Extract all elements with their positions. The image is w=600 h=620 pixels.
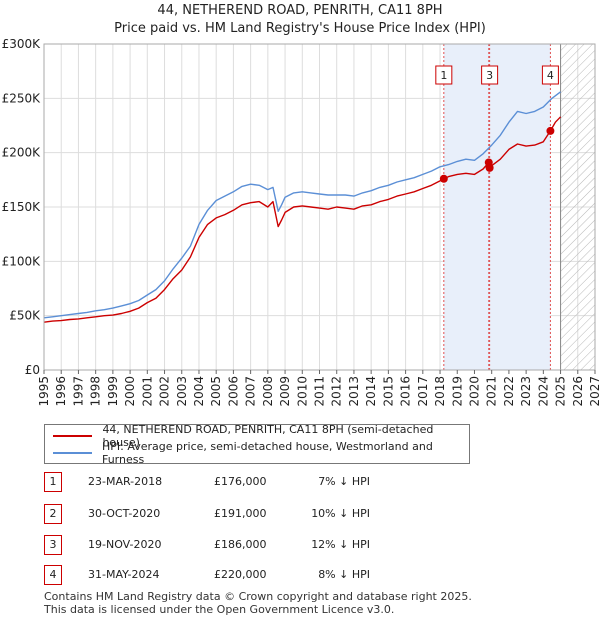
x-tick-label: 2002 [158,376,172,407]
x-tick-label: 2015 [381,376,395,407]
x-tick-label: 2021 [485,376,499,407]
x-tick-label: 2013 [347,376,361,407]
transaction-date: 30-OCT-2020 [88,507,161,520]
marker-label: 1 [440,69,447,82]
y-tick-label: £0 [25,363,40,377]
sale-period-shade [443,44,551,370]
sale-point [439,174,448,183]
x-tick-label: 2026 [571,376,585,407]
x-tick-label: 2001 [140,376,154,407]
x-tick-label: 2022 [502,376,516,407]
y-tick-label: £300K [2,37,42,51]
x-tick-label: 1995 [37,376,51,407]
transaction-date: 31-MAY-2024 [88,568,160,581]
x-tick-label: 2025 [554,376,568,407]
transaction-hpi-diff: 8% ↓ HPI [318,568,370,581]
x-tick-label: 1996 [54,376,68,407]
x-tick-label: 2007 [244,376,258,407]
y-tick-label: £250K [2,91,42,105]
transaction-date: 19-NOV-2020 [88,538,162,551]
transaction-hpi-diff: 10% ↓ HPI [311,507,370,520]
y-tick-label: £100K [2,254,42,268]
legend-item-property: 44, NETHEREND ROAD, PENRITH, CA11 8PH (s… [53,423,469,449]
transaction-price: £176,000 [214,475,267,488]
transaction-row: 3 19-NOV-2020 £186,000 12% ↓ HPI [44,535,464,555]
x-tick-label: 1997 [71,376,85,407]
transaction-hpi-diff: 12% ↓ HPI [311,538,370,551]
x-tick-label: 2016 [399,376,413,407]
x-tick-label: 2020 [467,376,481,407]
x-tick-label: 2005 [209,376,223,407]
x-tick-label: 2017 [416,376,430,407]
x-tick-label: 2009 [278,376,292,407]
sale-point [485,163,494,172]
legend-swatch-hpi [53,452,92,454]
transaction-badge: 4 [44,565,62,585]
transaction-badge: 2 [44,504,62,524]
transaction-row: 1 23-MAR-2018 £176,000 7% ↓ HPI [44,472,464,492]
marker-label-box [481,65,499,85]
y-tick-label: £50K [9,309,41,323]
x-tick-label: 2012 [330,376,344,407]
x-tick-label: 2027 [588,376,600,407]
transaction-date: 23-MAR-2018 [88,475,163,488]
x-tick-label: 2024 [536,376,550,407]
x-tick-label: 2003 [175,376,189,407]
transaction-price: £186,000 [214,538,267,551]
chart-title: 44, NETHEREND ROAD, PENRITH, CA11 8PH [157,3,443,18]
transaction-row: 4 31-MAY-2024 £220,000 8% ↓ HPI [44,565,464,585]
transaction-badge: 1 [44,472,62,492]
x-tick-label: 2008 [261,376,275,407]
transaction-badge: 3 [44,535,62,555]
y-tick-label: £150K [2,200,42,214]
marker-label: 3 [486,69,493,82]
marker-label-box [435,65,453,85]
y-tick-label: £200K [2,146,42,160]
marker-label: 4 [547,69,554,82]
x-tick-label: 2010 [295,376,309,407]
transaction-row: 2 30-OCT-2020 £191,000 10% ↓ HPI [44,504,464,524]
x-tick-label: 2014 [364,376,378,407]
chart-legend: 44, NETHEREND ROAD, PENRITH, CA11 8PH (s… [44,423,470,466]
transaction-price: £191,000 [214,507,267,520]
legend-swatch-property [53,435,93,437]
legend-label-property: 44, NETHEREND ROAD, PENRITH, CA11 8PH (s… [102,423,434,449]
x-tick-label: 2006 [226,376,240,407]
sale-point [546,126,555,135]
x-tick-label: 2011 [313,376,327,407]
footer-license: This data is licensed under the Open Gov… [44,603,395,616]
chart-subtitle: Price paid vs. HM Land Registry's House … [114,21,486,36]
hpi-line [43,91,562,319]
x-tick-label: 2000 [123,376,137,407]
x-tick-label: 2004 [192,376,206,407]
forecast-hatch [560,44,595,370]
legend-item-hpi: HPI: Average price, semi-detached house,… [53,440,469,466]
transaction-price: £220,000 [214,568,267,581]
footer-copyright: Contains HM Land Registry data © Crown c… [44,590,472,603]
legend-label-hpi: HPI: Average price, semi-detached house,… [101,440,433,466]
x-tick-label: 2019 [450,376,464,407]
marker-label-box [541,65,559,85]
x-tick-label: 1999 [106,376,120,407]
x-tick-label: 1998 [89,376,103,407]
x-tick-label: 2018 [433,376,447,407]
transaction-hpi-diff: 7% ↓ HPI [318,475,370,488]
x-tick-label: 2023 [519,376,533,407]
